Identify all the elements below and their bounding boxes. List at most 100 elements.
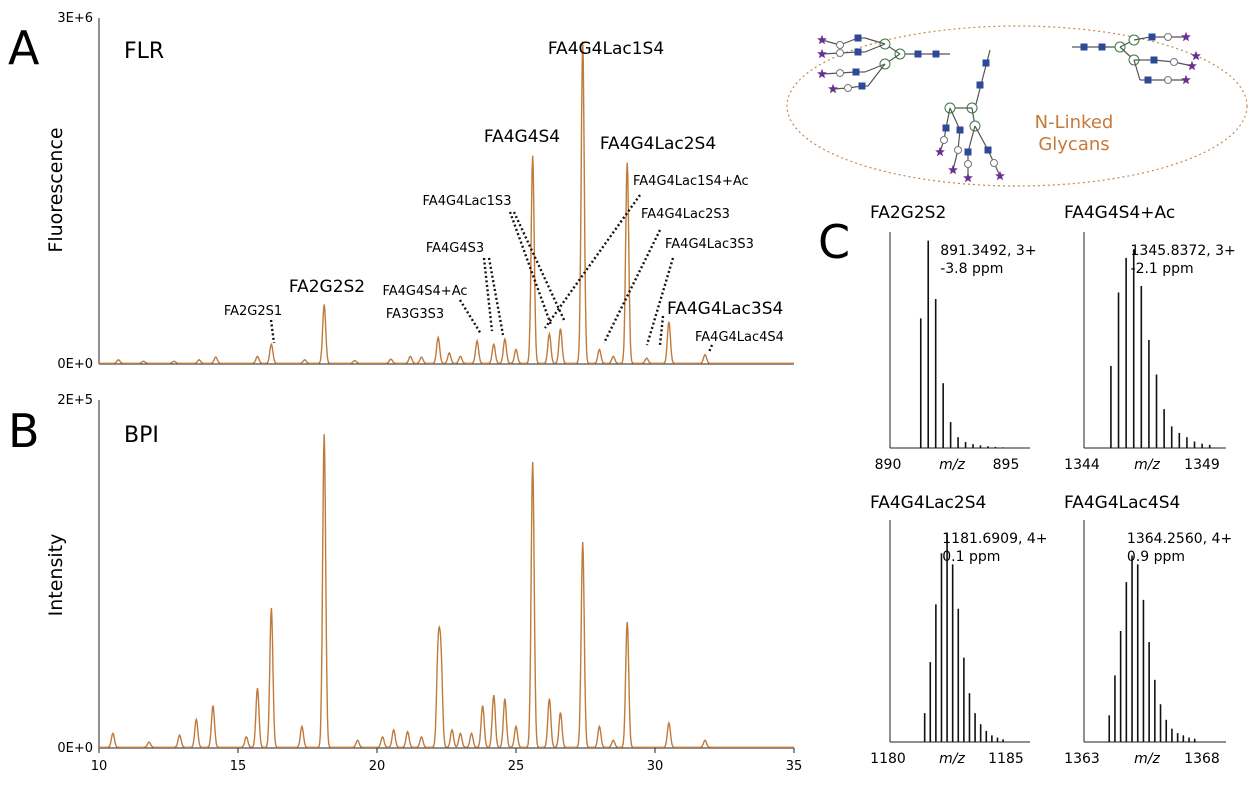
spectrum-xtick-low: 1180 bbox=[870, 751, 906, 767]
peak-label: FA2G2S1 bbox=[224, 304, 282, 319]
glycan-bond bbox=[974, 49, 991, 109]
glcnac-square bbox=[956, 126, 964, 134]
spectrum-xtick-high: 1349 bbox=[1184, 457, 1220, 473]
panel-a-ytick-zero: 0E+0 bbox=[57, 357, 93, 372]
glcnac-square bbox=[1098, 43, 1106, 51]
peak-leader-line bbox=[512, 211, 567, 323]
spectrum-title: FA4G4Lac2S4 bbox=[870, 493, 986, 513]
spectrum-title: FA2G2S2 bbox=[870, 203, 946, 223]
panel-b-xtick-label: 10 bbox=[91, 759, 108, 774]
galactose-circle bbox=[964, 160, 972, 168]
spectrum-xtick-high: 1185 bbox=[988, 751, 1024, 767]
spectrum-xtick-high: 1368 bbox=[1184, 751, 1220, 767]
glcnac-square bbox=[942, 124, 950, 132]
glycan-structures bbox=[817, 31, 1201, 183]
spectrum-xtick-low: 1363 bbox=[1064, 751, 1100, 767]
peak-leader-line bbox=[602, 229, 662, 344]
panel-b-ylabel: Intensity bbox=[45, 534, 67, 617]
glcnac-square bbox=[854, 34, 862, 42]
sialic-acid-star bbox=[1191, 50, 1201, 61]
glycan-inset: N-Linked Glycans bbox=[786, 25, 1248, 187]
mass-spectrum: FA4G4Lac4S4 1364.2560, 4+ 0.9 ppm 1363 1368 m… bbox=[1064, 493, 1232, 767]
panel-letter-c: C bbox=[818, 215, 850, 269]
spectrum-ppm-annotation: 0.1 ppm bbox=[942, 549, 1000, 565]
peak-label: FA4G4Lac3S3 bbox=[665, 237, 754, 252]
peak-leader-line bbox=[458, 299, 483, 335]
sialic-acid-star bbox=[1187, 60, 1197, 71]
glcnac-square bbox=[1148, 33, 1156, 41]
sialic-acid-star bbox=[817, 48, 827, 59]
spectrum-ppm-annotation: -3.8 ppm bbox=[940, 261, 1003, 277]
glcnac-square bbox=[932, 50, 940, 58]
peak-leader-line bbox=[544, 194, 641, 329]
glcnac-square bbox=[982, 59, 990, 67]
peak-leader-line bbox=[269, 319, 276, 344]
peak-label: FA4G4S4 bbox=[484, 127, 560, 147]
peak-leader-line bbox=[707, 344, 714, 353]
glycan-bond bbox=[864, 43, 886, 53]
panel-b-xtick-label: 15 bbox=[230, 759, 247, 774]
galactose-circle bbox=[990, 159, 998, 167]
sialic-acid-star bbox=[995, 170, 1005, 181]
galactose-circle bbox=[1170, 58, 1178, 66]
panel-b-x-ticks: 10 15 20 25 30 35 bbox=[91, 748, 803, 774]
spectrum-mz-annotation: 1364.2560, 4+ bbox=[1127, 531, 1232, 547]
spectrum-xlabel: m/z bbox=[1134, 751, 1160, 767]
peak-leader-line bbox=[487, 257, 505, 336]
panel-a-ylabel: Fluorescence bbox=[45, 127, 67, 252]
peak-label: FA3G3S3 bbox=[386, 307, 444, 322]
spectrum-ppm-annotation: 0.9 ppm bbox=[1127, 549, 1185, 565]
glycan-bond bbox=[864, 63, 886, 73]
sialic-acid-star bbox=[1181, 74, 1191, 85]
peak-label: FA4G4Lac2S4 bbox=[600, 134, 716, 154]
peak-label: FA4G4S3 bbox=[426, 241, 484, 256]
spectrum-mz-annotation: 891.3492, 3+ bbox=[940, 243, 1036, 259]
glycan-bond bbox=[864, 37, 886, 45]
spectrum-ppm-annotation: -2.1 ppm bbox=[1131, 261, 1194, 277]
peak-leader-line bbox=[658, 315, 665, 346]
panel-a-ytick-max: 3E+6 bbox=[57, 11, 93, 26]
galactose-circle bbox=[836, 41, 844, 49]
peak-label: FA4G4Lac1S4+Ac bbox=[633, 174, 749, 189]
peak-label: FA4G4Lac2S3 bbox=[641, 207, 730, 222]
spectrum-xlabel: m/z bbox=[939, 751, 965, 767]
inset-caption-line1: N-Linked bbox=[1035, 112, 1114, 133]
peak-label: FA4G4Lac1S4 bbox=[548, 39, 664, 59]
spectrum-xtick-low: 1344 bbox=[1064, 457, 1100, 473]
inset-ellipse bbox=[786, 25, 1248, 187]
peak-label: FA4G4Lac1S3 bbox=[423, 194, 512, 209]
inset-caption-line2: Glycans bbox=[1038, 134, 1109, 155]
panel-b-xtick-label: 30 bbox=[647, 759, 664, 774]
spectrum-mz-annotation: 1345.8372, 3+ bbox=[1131, 243, 1236, 259]
panel-b-xtick-label: 20 bbox=[369, 759, 386, 774]
glcnac-square bbox=[858, 82, 866, 90]
mass-spectrum: FA4G4Lac2S4 1181.6909, 4+ 0.1 ppm 1180 1185 m… bbox=[870, 493, 1048, 767]
peak-leader-line bbox=[482, 257, 494, 332]
mass-spectrum: FA2G2S2 891.3492, 3+ -3.8 ppm 890 895 m/z bbox=[870, 203, 1037, 473]
glycan-bond bbox=[1133, 36, 1151, 41]
panel-b-trace bbox=[99, 434, 794, 749]
glcnac-square bbox=[914, 50, 922, 58]
panel-b-title: BPI bbox=[124, 423, 159, 448]
glcnac-square bbox=[984, 146, 992, 154]
panel-letter-b: B bbox=[8, 404, 40, 458]
glcnac-square bbox=[1150, 56, 1158, 64]
sialic-acid-star bbox=[963, 172, 973, 183]
galactose-circle bbox=[1164, 33, 1172, 41]
panel-a-title: FLR bbox=[124, 39, 164, 64]
spectrum-xlabel: m/z bbox=[939, 457, 965, 473]
glycan-bond bbox=[1133, 59, 1141, 81]
panel-b-ytick-zero: 0E+0 bbox=[57, 741, 93, 756]
galactose-circle bbox=[836, 49, 844, 57]
peak-leader-line bbox=[645, 257, 675, 346]
sialic-acid-star bbox=[948, 164, 958, 175]
panel-a-annotations: FA2G2S1 FA2G2S2 FA4G4S4+Ac FA3G3S3 FA4G4S3 FA… bbox=[224, 39, 784, 353]
glcnac-square bbox=[976, 81, 984, 89]
galactose-circle bbox=[954, 146, 962, 154]
peak-label: FA4G4Lac4S4 bbox=[695, 330, 784, 345]
glycan-bond bbox=[949, 107, 961, 131]
panel-b: 2E+5 0E+0 Intensity BPI 10 15 20 25 30 35 bbox=[45, 393, 802, 774]
panel-b-xtick-label: 35 bbox=[786, 759, 803, 774]
peak-label: FA4G4S4+Ac bbox=[382, 284, 467, 299]
